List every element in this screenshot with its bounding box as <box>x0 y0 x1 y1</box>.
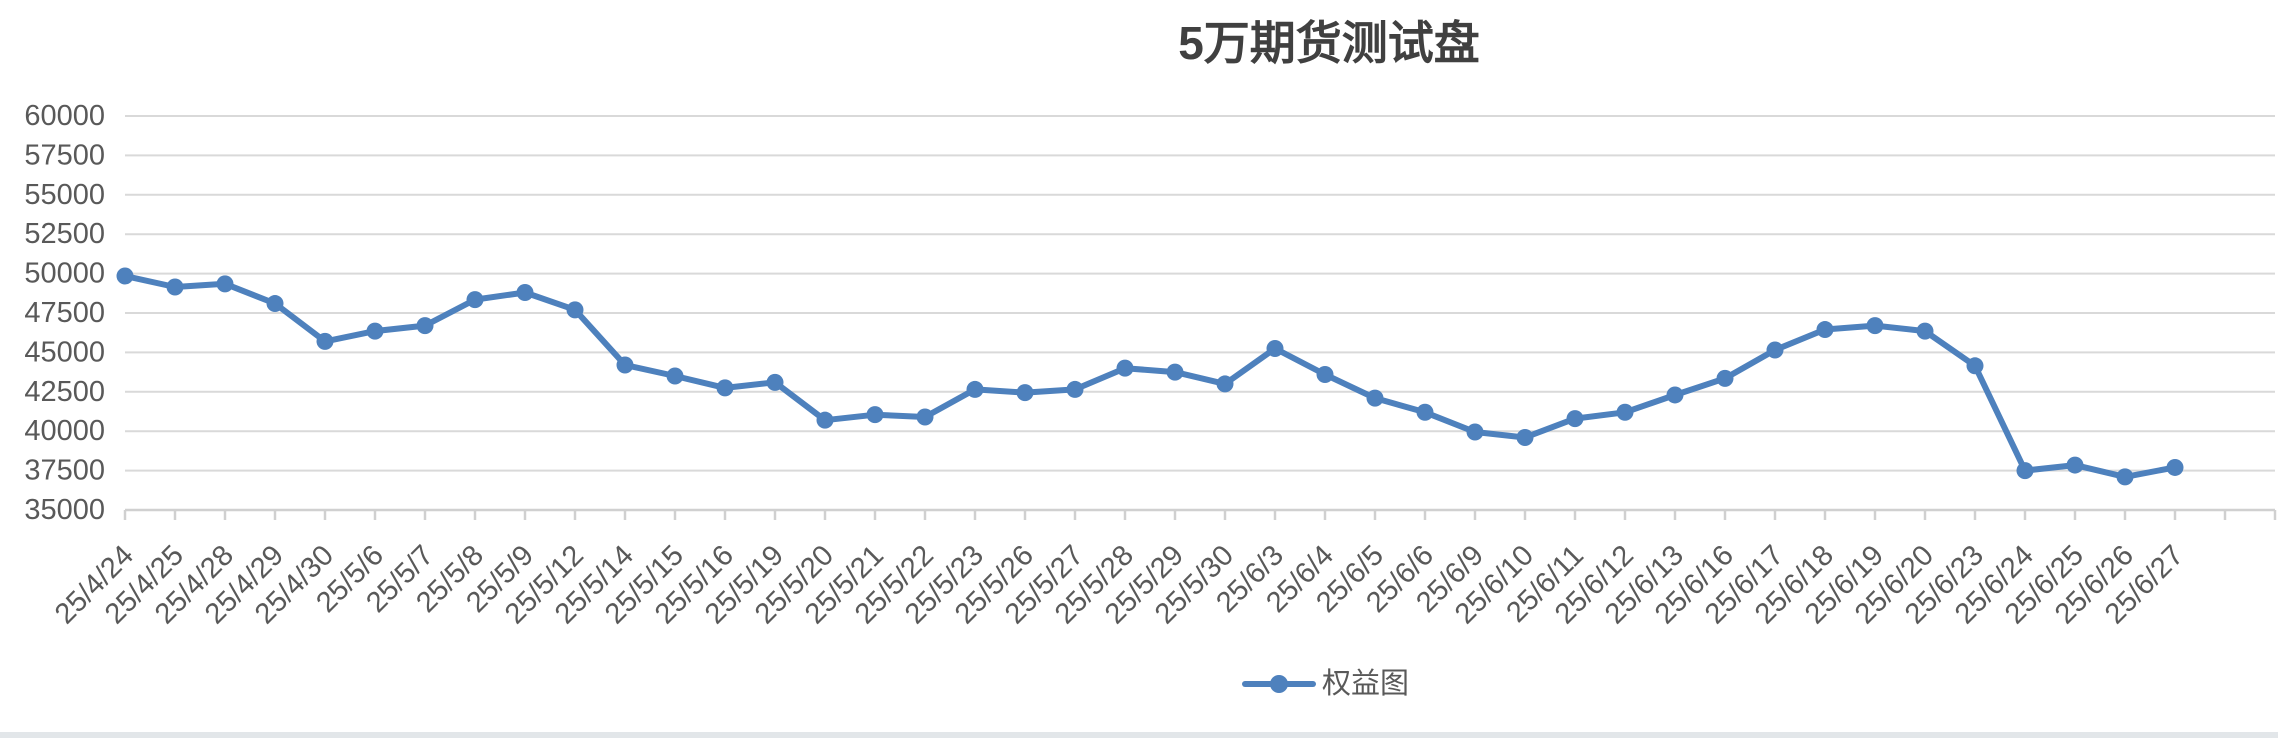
legend-label: 权益图 <box>1322 667 1409 700</box>
legend-marker <box>1270 675 1288 693</box>
y-tick-label: 40000 <box>24 415 105 447</box>
data-point <box>1166 363 1184 381</box>
data-point <box>666 367 684 385</box>
data-point <box>1316 365 1334 383</box>
y-tick-label: 42500 <box>24 376 105 408</box>
data-point <box>116 267 134 285</box>
data-point <box>1416 403 1434 421</box>
data-point <box>216 275 234 293</box>
data-point <box>1666 386 1684 404</box>
series-line <box>122 273 2178 480</box>
y-tick-label: 45000 <box>24 336 105 368</box>
data-point <box>1516 429 1534 447</box>
data-point <box>816 411 834 429</box>
legend: 权益图 <box>1242 667 1409 700</box>
y-axis-labels: 60000 57500 55000 52500 50000 47500 45000 42500… <box>24 100 105 526</box>
data-point <box>566 301 584 319</box>
data-point <box>416 317 434 335</box>
data-point <box>1816 321 1834 339</box>
data-point <box>2066 456 2084 474</box>
data-point <box>1616 403 1634 421</box>
y-tick-label: 50000 <box>24 258 105 290</box>
data-point <box>866 406 884 424</box>
data-point <box>966 380 984 398</box>
data-point <box>316 332 334 350</box>
data-point <box>166 278 184 296</box>
data-point <box>2116 468 2134 486</box>
y-tick-label: 60000 <box>24 100 105 132</box>
chart-title: 5万期货测试盘 <box>1178 17 1480 69</box>
data-point <box>616 356 634 374</box>
y-tick-label: 47500 <box>24 297 105 329</box>
y-tick-label: 55000 <box>24 179 105 211</box>
data-point <box>266 295 284 313</box>
data-point <box>916 408 934 426</box>
y-tick-label: 35000 <box>24 494 105 526</box>
x-axis: 25/4/2425/4/2525/4/2825/4/2925/4/3025/5/… <box>49 510 2277 630</box>
data-point <box>1016 384 1034 402</box>
y-tick-label: 57500 <box>24 139 105 171</box>
data-point <box>1066 380 1084 398</box>
data-point <box>1916 322 1934 340</box>
y-tick-label: 37500 <box>24 455 105 487</box>
data-point <box>716 379 734 397</box>
data-point <box>516 284 534 302</box>
data-point <box>2166 458 2184 476</box>
data-point <box>1266 339 1284 357</box>
data-point <box>1716 369 1734 387</box>
data-point <box>1966 357 1984 375</box>
data-point <box>1216 375 1234 393</box>
data-point <box>1366 389 1384 407</box>
data-point <box>366 322 384 340</box>
data-point <box>1766 341 1784 359</box>
data-point <box>1566 410 1584 428</box>
series-equity <box>116 267 2184 486</box>
data-point <box>466 291 484 309</box>
data-point <box>766 373 784 391</box>
data-point <box>1866 317 1884 335</box>
bottom-border-strip <box>0 732 2278 738</box>
y-tick-label: 52500 <box>24 218 105 250</box>
data-point <box>1466 423 1484 441</box>
data-point <box>1116 359 1134 377</box>
data-point <box>2016 462 2034 480</box>
gridlines <box>125 115 2275 512</box>
